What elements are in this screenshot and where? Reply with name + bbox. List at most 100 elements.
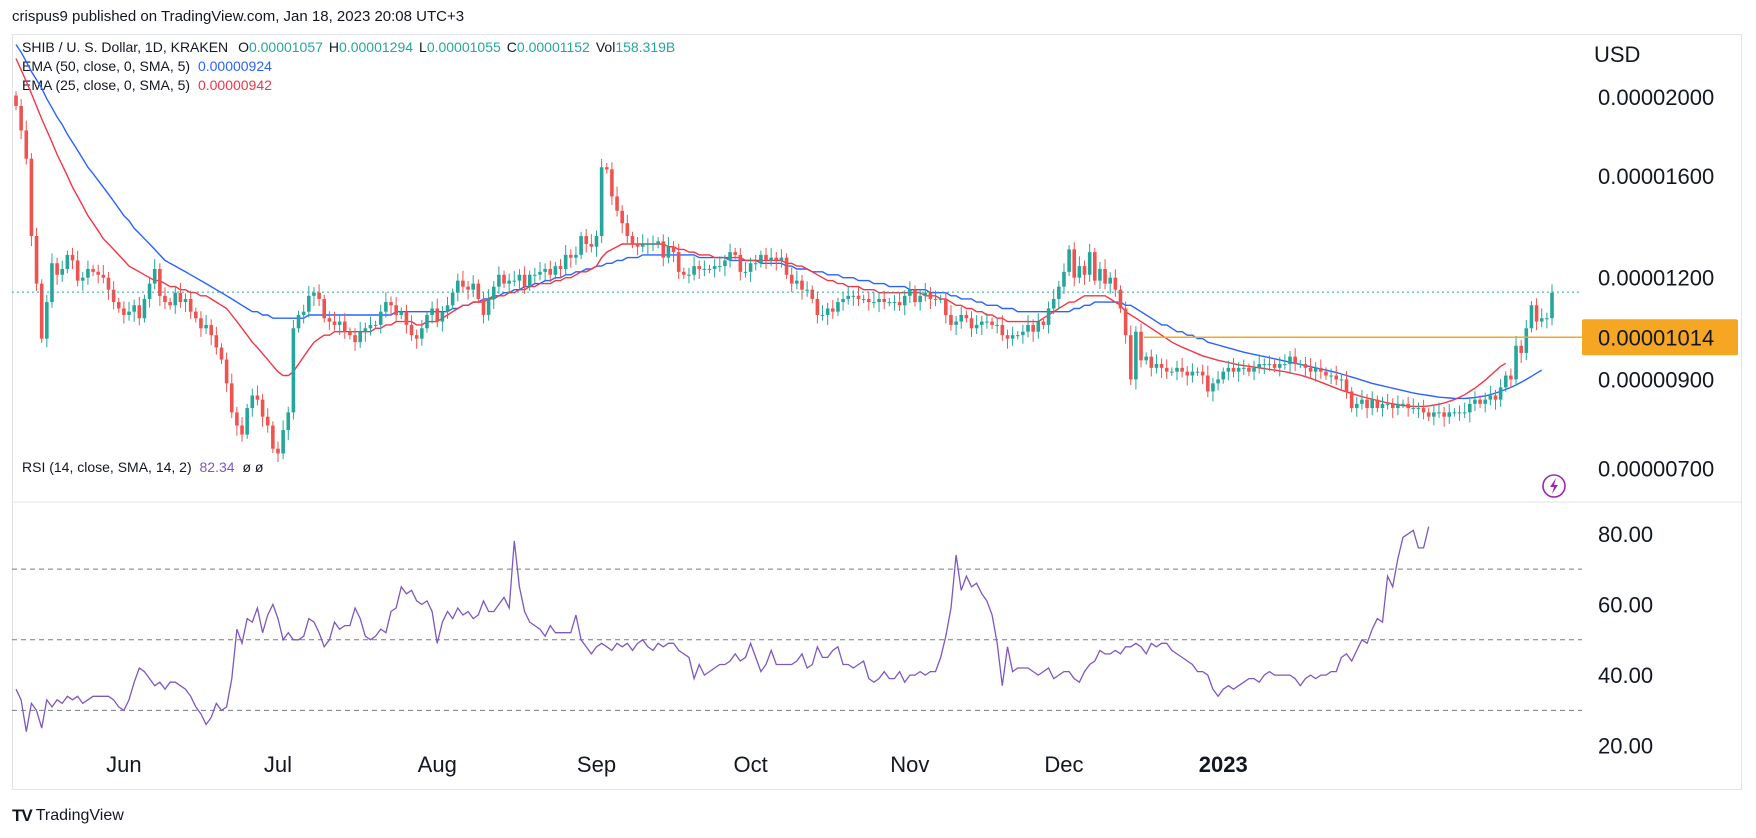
ohlc-value-0: 0.00001057 [248, 39, 323, 55]
candle-161 [841, 291, 845, 311]
candle-58 [312, 287, 316, 306]
candles [14, 91, 1554, 463]
candle-209 [1087, 243, 1092, 282]
candle-92 [486, 289, 491, 321]
rsi-legend[interactable]: RSI (14, close, SMA, 14, 2) 82.34 ø ø [22, 459, 263, 475]
ohlc-value-1: 0.00001294 [339, 39, 414, 55]
candle-46 [250, 388, 255, 417]
candle-39 [214, 326, 219, 355]
tradingview-brand[interactable]: TV TradingView [12, 806, 124, 826]
candle-269 [1396, 395, 1400, 416]
candle-10 [65, 250, 70, 274]
candle-50 [271, 421, 275, 453]
candle-110 [579, 231, 583, 260]
candle-128 [671, 241, 676, 263]
candle-107 [563, 245, 568, 275]
candle-119 [625, 214, 630, 244]
candle-243 [1262, 358, 1267, 375]
candle-22 [127, 301, 131, 321]
candle-74 [394, 296, 398, 323]
publish-line: crispus9 published on TradingView.com, J… [12, 8, 465, 25]
lightning-icon[interactable] [1542, 474, 1566, 498]
candle-71 [378, 304, 383, 334]
ema50-value: 0.00000924 [197, 58, 272, 74]
candle-102 [538, 262, 542, 281]
candle-200 [1041, 317, 1046, 330]
candle-100 [527, 270, 532, 291]
candle-5 [39, 279, 44, 343]
candle-4 [34, 227, 39, 291]
tradingview-logo: TV [12, 806, 33, 825]
candle-174 [908, 281, 912, 303]
candle-228 [1185, 366, 1190, 386]
rsi-tick-1: 60.00 [1598, 592, 1653, 617]
candle-145 [759, 250, 763, 268]
candle-237 [1231, 358, 1236, 378]
candle-77 [409, 315, 414, 341]
candle-84 [445, 296, 450, 319]
candle-80 [425, 310, 429, 333]
symbol-legend: SHIB / U. S. Dollar, 1D, KRAKEN O0.00001… [22, 39, 675, 55]
candle-167 [872, 292, 876, 308]
candle-136 [712, 259, 717, 278]
candle-70 [373, 320, 378, 330]
rsi-tick-2: 40.00 [1598, 663, 1653, 688]
candle-231 [1200, 364, 1205, 385]
candle-14 [86, 260, 90, 285]
candle-164 [856, 287, 861, 307]
candle-175 [913, 285, 917, 307]
candle-171 [892, 295, 897, 311]
candle-78 [414, 329, 419, 349]
candle-67 [358, 321, 362, 348]
candle-187 [974, 315, 979, 335]
candle-176 [918, 288, 922, 311]
candle-277 [1437, 402, 1441, 419]
candle-16 [96, 264, 100, 284]
price-tick-1: 0.00001600 [1598, 164, 1714, 189]
candle-81 [430, 301, 434, 324]
candle-183 [954, 315, 958, 335]
candle-177 [923, 282, 928, 302]
candle-266 [1380, 396, 1385, 417]
candle-274 [1421, 399, 1426, 420]
candle-62 [332, 311, 337, 331]
candle-95 [502, 270, 506, 288]
candle-132 [692, 256, 696, 281]
candle-82 [435, 298, 440, 328]
candle-281 [1457, 405, 1462, 421]
candle-196 [1021, 324, 1025, 344]
ema25-legend[interactable]: EMA (25, close, 0, SMA, 5) 0.00000942 [22, 77, 272, 93]
ohlc-value-3: 0.00001152 [516, 39, 590, 55]
candle-133 [697, 260, 702, 280]
candle-195 [1015, 330, 1020, 340]
candle-297 [1539, 308, 1544, 328]
candle-152 [795, 270, 799, 290]
candle-73 [389, 296, 393, 316]
candle-172 [897, 292, 902, 311]
candle-191 [995, 317, 999, 334]
candle-106 [558, 259, 563, 278]
candle-182 [949, 305, 953, 331]
candle-18 [106, 272, 111, 300]
candle-143 [748, 257, 753, 282]
candle-293 [1519, 340, 1523, 363]
candle-163 [851, 290, 856, 306]
candle-259 [1344, 371, 1349, 399]
month-label-1: Jul [264, 752, 292, 777]
candle-89 [471, 275, 476, 297]
ohlc-key-2: L [419, 39, 427, 55]
candle-111 [584, 229, 589, 253]
candle-233 [1211, 377, 1215, 402]
candle-271 [1406, 396, 1410, 417]
candle-40 [219, 343, 224, 364]
candle-9 [60, 260, 65, 282]
candle-219 [1139, 323, 1143, 368]
ema50-legend[interactable]: EMA (50, close, 0, SMA, 5) 0.00000924 [22, 58, 272, 74]
candle-158 [825, 302, 830, 325]
candle-292 [1514, 335, 1518, 386]
candle-180 [938, 294, 943, 304]
candle-198 [1031, 319, 1035, 342]
chart-frame[interactable] [12, 34, 1742, 790]
rsi-tick-0: 80.00 [1598, 522, 1653, 547]
